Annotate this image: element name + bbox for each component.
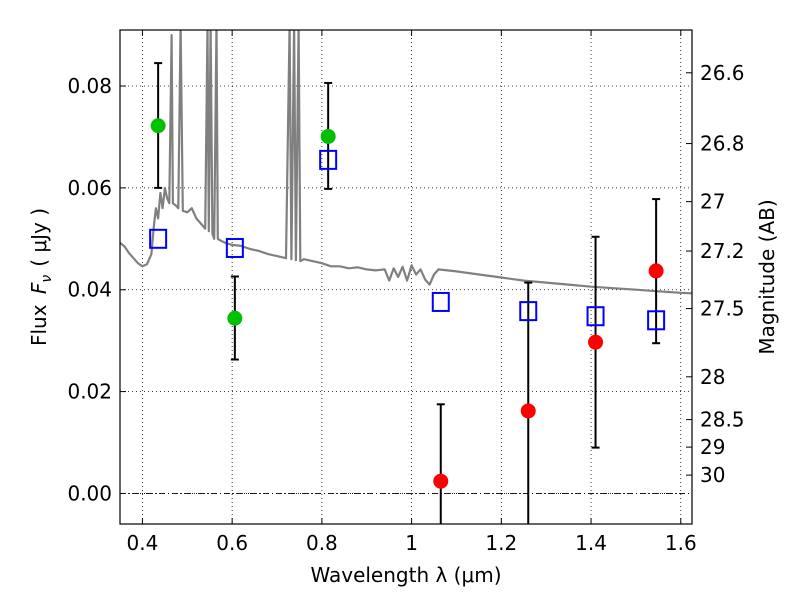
y-axis-label: Flux Fν( μJy ) bbox=[27, 208, 55, 346]
y-tick-label: 0.04 bbox=[67, 278, 112, 302]
y-tick-label: 0.06 bbox=[67, 176, 112, 200]
data-point-circle bbox=[588, 334, 604, 350]
x-tick-label: 1.6 bbox=[665, 531, 697, 555]
data-point-circle bbox=[433, 473, 449, 489]
data-point-circle bbox=[520, 403, 536, 419]
y2-tick-label: 27.2 bbox=[700, 239, 745, 263]
errorbar-layer bbox=[154, 62, 661, 524]
model-photometry-square bbox=[431, 291, 450, 312]
y2-tick-label: 27.5 bbox=[700, 297, 745, 321]
model-photometry-square bbox=[647, 310, 666, 331]
x-tick-label: 1.4 bbox=[575, 531, 607, 555]
model-photometry-square bbox=[586, 306, 605, 327]
x-tick-label: 0.4 bbox=[127, 531, 159, 555]
model-photometry-square bbox=[319, 149, 338, 170]
y2-tick-label: 30 bbox=[700, 463, 725, 487]
data-point-circle bbox=[648, 263, 664, 279]
x-tick-label: 0.8 bbox=[306, 531, 338, 555]
x-tick-label: 1 bbox=[405, 531, 418, 555]
y2-tick-label: 29 bbox=[700, 435, 725, 459]
data-point-circle bbox=[320, 128, 336, 144]
y2-tick-label: 28 bbox=[700, 365, 725, 389]
x-axis-label: Wavelength λ (μm) bbox=[310, 563, 501, 587]
tick-layer: 0.4 0.6 0.8 1 1.2 1.4 1.6 0.00 0.02 0.04 0.06 0.08 2… bbox=[67, 30, 745, 555]
y2-tick-label: 26.8 bbox=[700, 132, 745, 156]
grid-lines bbox=[120, 30, 692, 524]
model-photometry-square bbox=[225, 237, 244, 258]
y2-tick-label: 27 bbox=[700, 190, 725, 214]
plot-frame bbox=[119, 29, 693, 525]
y2-tick-label: 28.5 bbox=[700, 408, 745, 432]
x-tick-label: 1.2 bbox=[485, 531, 517, 555]
x-tick-label: 0.6 bbox=[216, 531, 248, 555]
data-point-circle bbox=[227, 310, 243, 326]
model-photometry-square bbox=[519, 301, 538, 322]
y2-axis-label: Magnitude (AB) bbox=[755, 199, 779, 354]
spectrum-layer bbox=[120, 30, 692, 295]
y-tick-label: 0.02 bbox=[67, 380, 112, 404]
y-tick-label: 0.00 bbox=[67, 481, 112, 505]
y-tick-label: 0.08 bbox=[67, 74, 112, 98]
data-point-circle bbox=[150, 118, 166, 134]
marker-layer bbox=[149, 118, 666, 489]
y2-tick-label: 26.6 bbox=[700, 61, 745, 85]
model-spectrum-line bbox=[120, 30, 692, 295]
model-photometry-square bbox=[149, 228, 168, 249]
